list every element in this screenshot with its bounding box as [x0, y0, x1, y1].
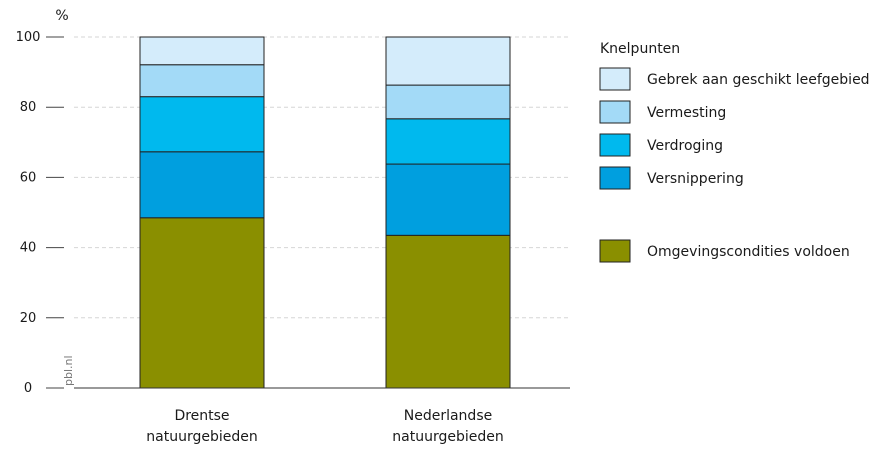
y-tick-label: 100: [16, 30, 41, 45]
legend-swatch: [599, 133, 631, 157]
y-tick-label: 0: [24, 381, 32, 396]
x-axis-labels: Drentse natuurgebieden Nederlandse natuurge…: [146, 408, 503, 445]
bar-segment: [385, 118, 511, 165]
y-tick-label: 60: [20, 170, 37, 185]
legend-swatch: [599, 166, 631, 190]
legend: Knelpunten Gebrek aan geschikt leefgebied…: [599, 41, 870, 263]
legend-title: Knelpunten: [600, 41, 680, 57]
y-axis-unit-label: %: [55, 8, 68, 24]
bar-segment: [139, 36, 265, 66]
y-axis: 0 20 40 60 80 100: [16, 30, 570, 396]
x-category-label: natuurgebieden: [392, 429, 503, 445]
bar-segment: [385, 36, 511, 86]
legend-swatch: [599, 239, 631, 263]
bars: [139, 36, 511, 389]
y-tick-label: 40: [20, 241, 37, 256]
legend-label: Verdroging: [647, 138, 723, 154]
legend-swatch: [599, 67, 631, 91]
legend-label: Vermesting: [647, 105, 726, 121]
bar-segment: [139, 96, 265, 153]
bar-segment: [385, 163, 511, 236]
bar-segment: [139, 64, 265, 98]
bar-segment: [385, 84, 511, 120]
x-category-label: Drentse: [174, 408, 229, 424]
legend-label: Versnippering: [647, 171, 744, 187]
legend-label: Omgevingscondities voldoen: [647, 244, 850, 260]
bar-segment: [139, 151, 265, 219]
source-label: pbl.nl: [62, 355, 75, 386]
bar-segment: [385, 234, 511, 389]
x-category-label: natuurgebieden: [146, 429, 257, 445]
bar-segment: [139, 217, 265, 389]
x-category-label: Nederlandse: [404, 408, 492, 424]
legend-label: Gebrek aan geschikt leefgebied: [647, 72, 870, 88]
y-tick-label: 80: [20, 100, 37, 115]
y-tick-label: 20: [20, 311, 37, 326]
legend-swatch: [599, 100, 631, 124]
